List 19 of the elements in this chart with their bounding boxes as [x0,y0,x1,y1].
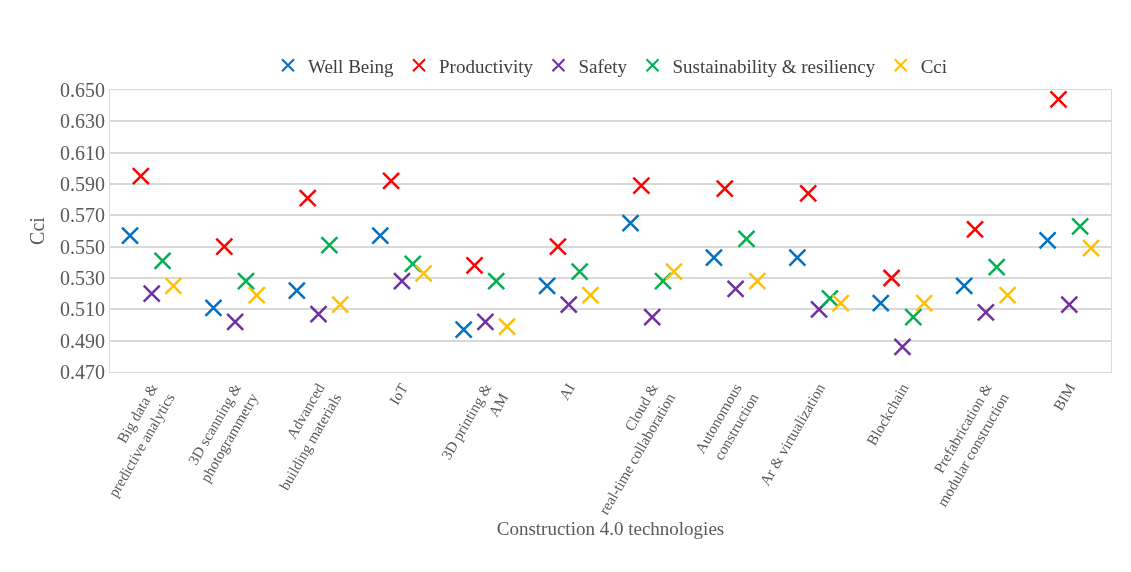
y-tick-label: 0.570 [60,204,105,227]
y-tick-label: 0.530 [60,267,105,289]
y-tick-label: 0.650 [60,79,105,101]
legend-label: Cci [920,55,948,77]
x-axis-title: Construction 4.0 technologies [496,517,725,539]
y-tick-label: 0.490 [60,329,105,352]
y-tick-label: 0.510 [60,298,105,321]
legend-label: Sustainability & resiliency [672,55,876,77]
y-tick-label: 0.550 [60,235,105,258]
x-tick-label: AI [556,380,578,403]
legend-label: Well Being [308,55,395,77]
y-axis-title: Cci [25,216,48,245]
legend-label: Safety [578,55,628,77]
legend-label: Productivity [439,55,534,77]
x-tick-label: IoT [386,380,412,408]
y-tick-label: 0.470 [60,361,105,383]
y-tick-label: 0.610 [60,141,105,164]
y-tick-label: 0.590 [60,173,105,195]
y-tick-label: 0.630 [60,110,105,133]
